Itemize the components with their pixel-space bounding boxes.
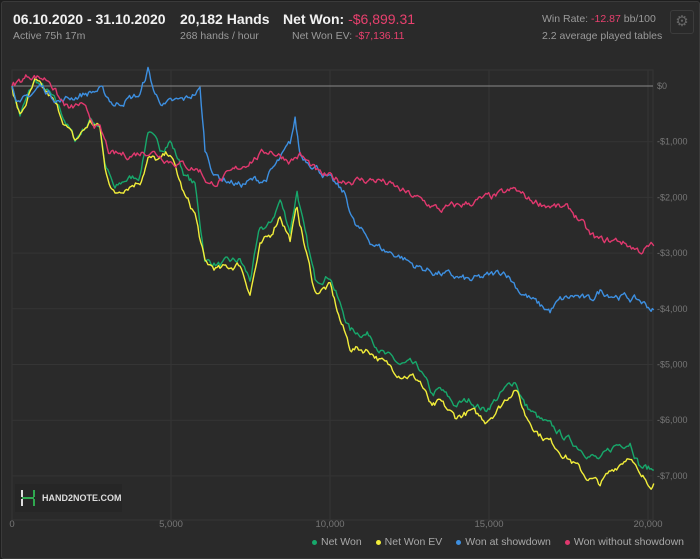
hands-count: 20,182 Hands xyxy=(180,11,270,27)
win-rate-value: -12.87 xyxy=(591,13,621,25)
logo-icon xyxy=(21,490,35,506)
net-won-ev-label: Net Won EV: xyxy=(292,30,353,42)
y-tick-label: -$4,000 xyxy=(657,304,688,314)
legend-dot xyxy=(312,539,317,545)
legend-label: Won without showdown xyxy=(573,536,684,548)
x-tick-label: 20,000 xyxy=(633,519,662,530)
legend-dot xyxy=(564,539,570,545)
avg-tables: 2.2 average played tables xyxy=(542,30,663,42)
win-rate: Win Rate: -12.87 bb/100 xyxy=(542,13,656,25)
net-won: Net Won: -$6,899.31 xyxy=(283,11,415,27)
net-won-value: -$6,899.31 xyxy=(348,11,416,27)
legend: Net Won Net Won EV Won at showdown Won w… xyxy=(312,536,684,548)
legend-label: Net Won xyxy=(321,536,362,548)
y-tick-label: -$7,000 xyxy=(657,471,688,481)
legend-dot xyxy=(456,539,462,545)
hands-per-hour: 268 hands / hour xyxy=(180,30,259,42)
series-line-won-at-showdown xyxy=(11,66,655,314)
net-won-ev-value: -$7,136.11 xyxy=(355,30,405,42)
y-tick-label: -$5,000 xyxy=(657,360,688,370)
legend-item-net-won-ev[interactable]: Net Won EV xyxy=(375,536,443,548)
x-tick-label: 15,000 xyxy=(474,519,503,530)
y-tick-label: -$3,000 xyxy=(657,248,688,258)
series-line-net-won xyxy=(11,77,655,471)
x-tick-label: 0 xyxy=(9,519,14,530)
y-tick-label: $0 xyxy=(657,81,667,91)
legend-label: Net Won EV xyxy=(384,536,443,548)
legend-dot xyxy=(375,539,381,545)
win-rate-unit: bb/100 xyxy=(623,13,656,25)
legend-label: Won at showdown xyxy=(465,536,551,548)
series-line-net-won-ev xyxy=(11,77,655,490)
legend-item-no-showdown[interactable]: Won without showdown xyxy=(564,536,684,548)
date-range: 06.10.2020 - 31.10.2020 xyxy=(13,11,166,27)
gear-icon: ⚙ xyxy=(675,13,689,30)
settings-button[interactable]: ⚙ xyxy=(670,10,694,34)
y-tick-label: -$1,000 xyxy=(657,137,688,147)
legend-item-showdown[interactable]: Won at showdown xyxy=(456,536,551,548)
logo-text: HAND2NOTE.COM xyxy=(42,493,122,503)
x-tick-label: 10,000 xyxy=(315,519,344,530)
y-tick-label: -$2,000 xyxy=(657,192,688,202)
y-tick-label: -$6,000 xyxy=(657,415,688,425)
net-won-ev: Net Won EV: -$7,136.11 xyxy=(292,30,404,42)
active-time: Active 75h 17m xyxy=(13,30,86,42)
x-tick-label: 5,000 xyxy=(159,519,183,530)
win-rate-label: Win Rate: xyxy=(542,13,589,25)
logo: HAND2NOTE.COM xyxy=(15,484,122,512)
series-line-won-without-showdown xyxy=(11,74,655,255)
net-won-label: Net Won: xyxy=(283,11,345,27)
legend-item-net-won[interactable]: Net Won xyxy=(312,536,362,548)
